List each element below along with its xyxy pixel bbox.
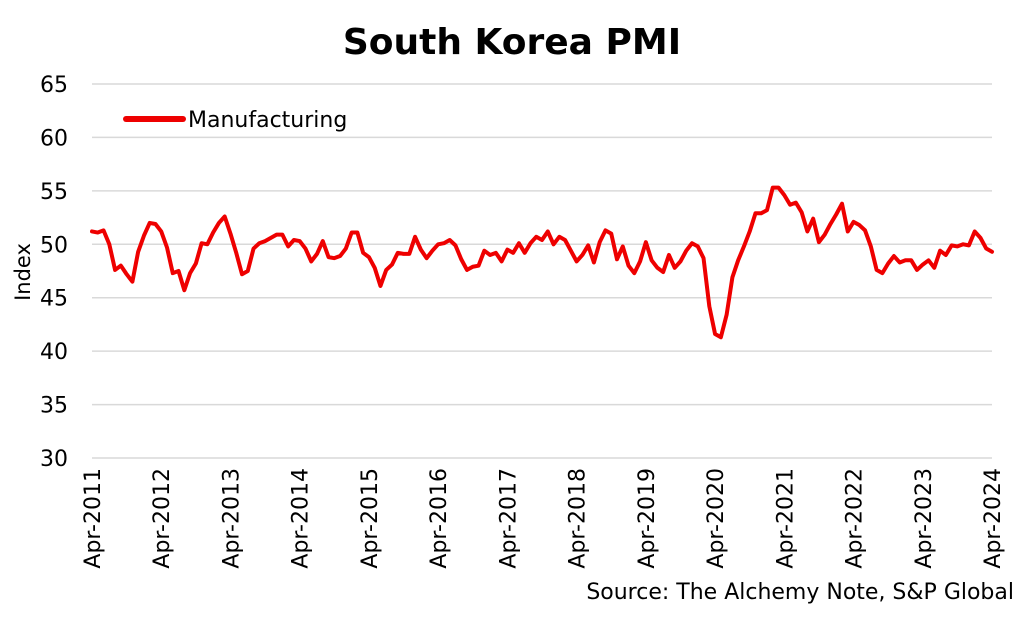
y-axis-ticks: 30 35 40 45 50 55 60 65	[40, 73, 68, 472]
x-tick-label: Apr-2015	[358, 468, 383, 569]
y-tick-label: 30	[40, 447, 68, 472]
x-tick-label: Apr-2016	[427, 468, 452, 569]
chart-title: South Korea PMI	[342, 22, 682, 63]
x-tick-label: Apr-2024	[981, 468, 1006, 569]
y-tick-label: 40	[40, 340, 68, 365]
x-tick-label: Apr-2023	[912, 468, 937, 569]
legend: Manufacturing	[123, 108, 347, 133]
series-line-manufacturing	[90, 185, 994, 340]
y-tick-label: 35	[40, 394, 68, 419]
x-tick-label: Apr-2021	[773, 468, 798, 569]
x-tick-label: Apr-2014	[289, 468, 314, 569]
x-tick-label: Apr-2017	[496, 468, 521, 569]
x-tick-label: Apr-2011	[81, 468, 106, 569]
x-axis-ticks: Apr-2011 Apr-2012 Apr-2013 Apr-2014 Apr-2015…	[81, 468, 1006, 569]
y-tick-label: 65	[40, 73, 68, 98]
y-tick-label: 45	[40, 287, 68, 312]
y-tick-label: 60	[40, 126, 68, 151]
x-tick-label: Apr-2013	[219, 468, 244, 569]
x-tick-label: Apr-2012	[150, 468, 175, 569]
x-tick-label: Apr-2018	[566, 468, 591, 569]
y-axis-label: Index	[11, 243, 35, 301]
y-tick-label: 55	[40, 180, 68, 205]
x-tick-label: Apr-2020	[704, 468, 729, 569]
x-tick-label: Apr-2019	[635, 468, 660, 569]
x-tick-label: Apr-2022	[843, 468, 868, 569]
series-layer	[90, 185, 994, 340]
source-note: Source: The Alchemy Note, S&P Global	[586, 580, 1014, 605]
legend-label: Manufacturing	[188, 108, 347, 133]
gridlines	[92, 83, 992, 459]
y-tick-label: 50	[40, 233, 68, 258]
